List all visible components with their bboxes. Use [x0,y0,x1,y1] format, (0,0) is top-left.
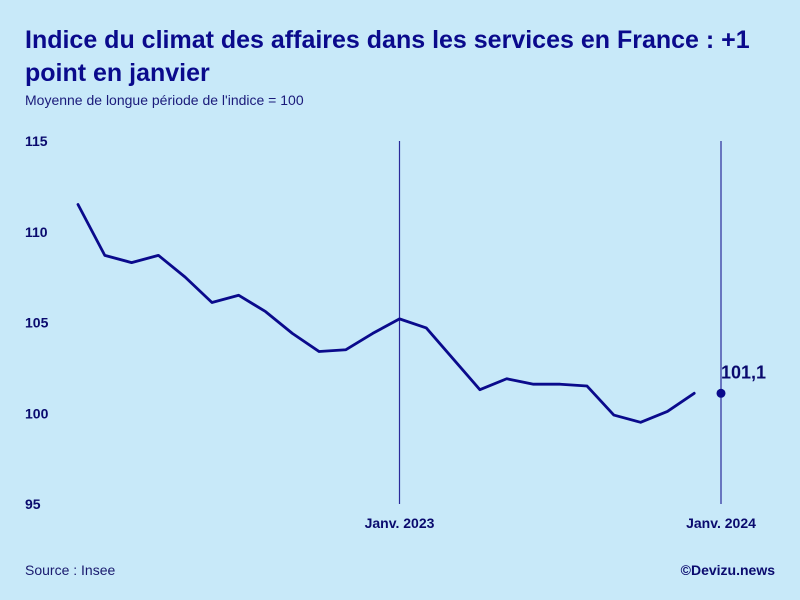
y-tick-label: 110 [25,224,48,240]
chart-title: Indice du climat des affaires dans les s… [25,26,750,87]
x-tick-label: Janv. 2023 [365,515,435,531]
reference-lines [398,141,722,504]
y-tick-label: 105 [25,315,49,331]
y-tick-label: 115 [25,133,48,149]
series-group [76,203,696,424]
y-axis: 95 100 105 110 115 [25,133,49,512]
source-note: Source : Insee [25,562,116,578]
last-point-marker [716,388,726,398]
series-line [76,203,696,424]
y-tick-label: 95 [25,496,41,512]
annotations: 101,1 [716,362,766,398]
x-axis: Janv. 2023 Janv. 2024 [365,515,757,531]
credit-link[interactable]: ©Devizu.news [680,562,775,578]
x-tick-label: Janv. 2024 [686,515,756,531]
y-tick-label: 100 [25,405,49,421]
chart-subtitle: Moyenne de longue période de l'indice = … [25,92,304,108]
last-value-label: 101,1 [721,362,766,382]
